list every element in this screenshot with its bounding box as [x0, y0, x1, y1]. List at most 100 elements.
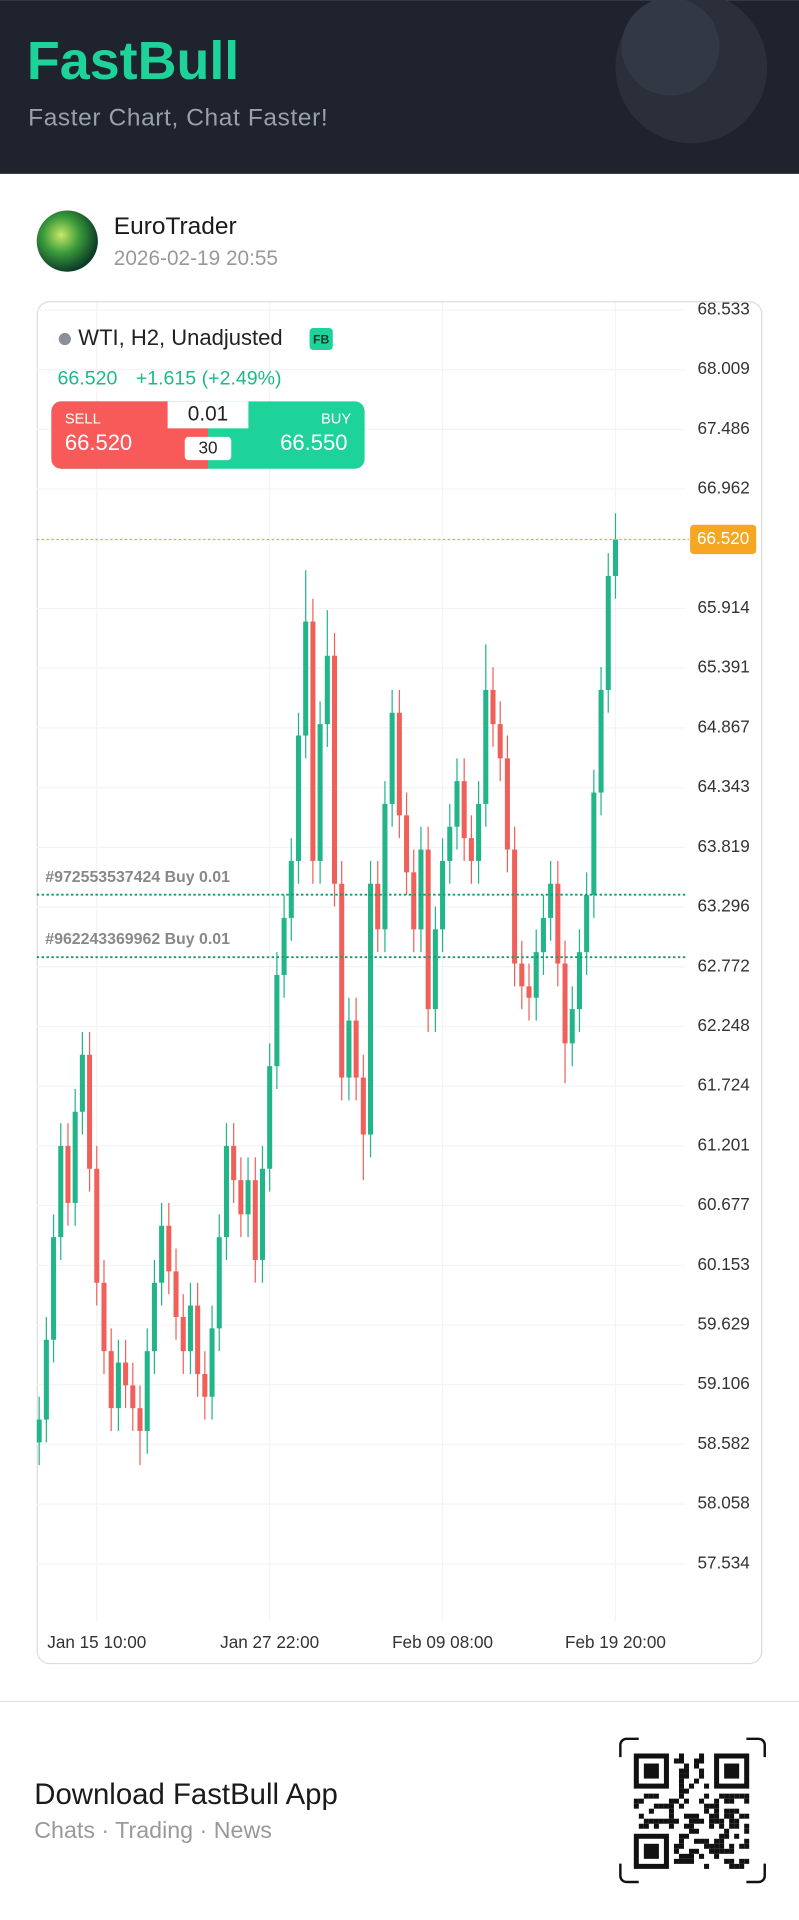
qr-module: [668, 1808, 674, 1814]
y-tick-label: 60.153: [697, 1254, 749, 1274]
qr-module: [643, 1793, 649, 1799]
y-tick-label: 59.106: [697, 1373, 749, 1393]
lot-box[interactable]: [167, 401, 249, 429]
qr-module: [678, 1773, 684, 1779]
qr-module: [699, 1773, 705, 1779]
qr-module: [699, 1798, 705, 1804]
candle-body: [483, 689, 489, 804]
qr-module: [653, 1818, 659, 1824]
qr-module: [709, 1803, 715, 1809]
brand: FastBull: [27, 31, 239, 91]
qr-module: [668, 1803, 674, 1809]
candle-body: [368, 883, 374, 1135]
candle-body: [432, 929, 438, 1010]
qr-module: [729, 1843, 735, 1849]
y-tick-label: 62.248: [697, 1015, 749, 1035]
candle-body: [612, 539, 618, 576]
qr-module: [653, 1793, 659, 1799]
qr-module: [633, 1803, 639, 1809]
candle-body: [295, 735, 302, 861]
decor: [621, 0, 720, 96]
qr-module: [673, 1843, 679, 1849]
qr-module: [729, 1798, 735, 1804]
y-tick-label: 66.962: [697, 478, 749, 498]
qr-module: [678, 1833, 684, 1839]
candle-body: [101, 1282, 107, 1352]
candle-body: [504, 758, 510, 850]
qr-module: [648, 1793, 654, 1799]
candle-body: [137, 1408, 143, 1431]
candle-body: [216, 1237, 222, 1329]
qr-module: [734, 1823, 740, 1829]
x-tick-label: Feb 19 20:00: [565, 1632, 666, 1652]
candle-body: [476, 803, 482, 861]
buy-label: BUY: [321, 412, 351, 428]
qr-module: [678, 1858, 684, 1864]
qr-module: [668, 1813, 674, 1819]
qr-module: [729, 1863, 735, 1869]
candle-body: [331, 655, 338, 884]
qr-module: [694, 1818, 700, 1824]
qr-module: [714, 1803, 720, 1809]
candle-body: [591, 792, 597, 896]
qr-module: [688, 1853, 695, 1859]
qr-module: [678, 1803, 684, 1809]
qr-module: [744, 1823, 750, 1829]
avatar[interactable]: [36, 210, 98, 272]
candle-body: [576, 952, 582, 1010]
candle-body: [130, 1385, 136, 1409]
candle-body: [569, 1009, 575, 1044]
candle-body: [375, 883, 381, 930]
qr-module: [714, 1818, 720, 1824]
candle-body: [267, 1066, 273, 1169]
y-tick-label: 64.867: [697, 716, 749, 736]
badge: FB: [313, 332, 329, 346]
qr-module: [683, 1768, 689, 1774]
author[interactable]: EuroTrader: [114, 213, 237, 240]
y-tick-label: 65.391: [697, 657, 749, 677]
qr-module: [709, 1813, 715, 1819]
qr-module: [704, 1783, 710, 1789]
qr-module: [704, 1803, 710, 1809]
y-tick-label: 57.534: [697, 1552, 750, 1572]
footer-title: Download FastBull App: [34, 1778, 338, 1811]
qr-module: [694, 1778, 700, 1784]
candle-body: [115, 1362, 121, 1409]
qr-module: [734, 1863, 740, 1869]
qr-module: [699, 1838, 705, 1844]
qr-module: [673, 1818, 679, 1824]
qr-module: [744, 1843, 750, 1849]
candle-body: [533, 952, 539, 998]
candle-body: [540, 917, 546, 953]
candle-body: [173, 1271, 179, 1317]
spread: 30: [198, 438, 217, 458]
qr-module: [663, 1818, 669, 1824]
qr-module: [683, 1788, 689, 1794]
qr-code[interactable]: [619, 1737, 766, 1884]
qr-module: [704, 1838, 710, 1844]
qr-module: [729, 1813, 735, 1819]
qr-module: [683, 1763, 689, 1769]
qr-module: [714, 1808, 720, 1814]
qr-module: [683, 1858, 689, 1864]
symbol[interactable]: WTI, H2, Unadjusted: [78, 325, 282, 350]
y-tick-label: 68.533: [697, 298, 749, 318]
candle-body: [259, 1168, 265, 1260]
qr-module: [653, 1803, 659, 1809]
qr-module: [739, 1858, 745, 1864]
qr-module: [714, 1853, 720, 1859]
candle-body: [87, 1054, 93, 1169]
candle-body: [144, 1351, 150, 1431]
qr-module: [688, 1818, 695, 1824]
qr-module: [724, 1833, 730, 1839]
qr-module: [699, 1768, 705, 1774]
candle-body: [346, 1020, 352, 1078]
candle-body: [166, 1225, 172, 1272]
qr-frame: [619, 1737, 766, 1884]
candle-body: [382, 803, 388, 930]
candle-body: [209, 1328, 215, 1397]
qr-module: [673, 1758, 679, 1764]
qr-module: [673, 1858, 679, 1864]
qr-module: [678, 1753, 684, 1759]
qr-module: [734, 1833, 740, 1839]
